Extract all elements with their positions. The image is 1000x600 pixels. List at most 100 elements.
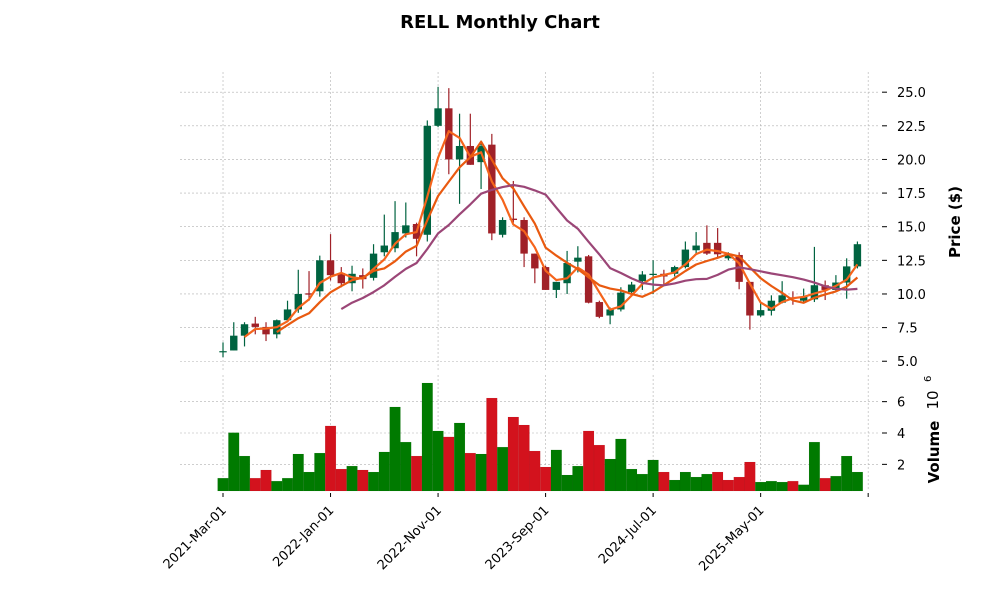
volume-bar [647,459,659,492]
volume-tick-label: 4 [897,427,905,442]
volume-bar [668,479,681,492]
candle-body [638,274,647,282]
volume-bar [722,479,735,492]
volume-bar [765,480,778,492]
volume-bar [389,406,401,492]
candle-body [649,273,657,275]
volume-bar [744,461,756,492]
candle-body [531,253,539,269]
volume-bar [281,477,294,492]
candle-up [294,269,302,313]
candle-down [262,322,270,342]
volume-bar [572,465,584,492]
candle-body [574,257,582,262]
volume-bar [410,455,423,492]
x-tick-label: 2025-May-01 [696,503,767,574]
candle-body [520,219,528,254]
candle-body [455,145,464,160]
price-tick-label: 22.5 [897,120,926,135]
volume-bar [604,458,616,492]
volume-bar [464,452,476,492]
price-tick-label: 7.5 [897,322,918,337]
candle-body [541,267,550,290]
candle-body [627,284,636,292]
volume-bar [798,484,810,492]
candle-body [509,218,518,220]
candle-down [584,254,593,304]
volume-bar [324,425,337,492]
candle-body [294,293,302,310]
volume-bar [701,473,713,492]
candle-body [283,309,292,321]
candle-body [853,244,862,267]
candle-down [713,228,722,259]
exponent-power: 6 [923,376,934,382]
volume-bar [260,469,272,492]
candle-up [552,281,561,299]
x-tick-label: 2022-Nov-01 [375,503,445,573]
volume-bar [346,465,358,492]
x-tick-label: 2024-Jul-01 [596,503,660,567]
candle-down [746,281,754,330]
volume-bar [335,468,347,492]
candle-body [617,292,625,310]
candle-body [434,108,442,126]
volume-bar [357,469,369,492]
volume-bar [475,453,487,492]
price-tick-label: 20.0 [897,153,926,168]
candle-body [337,273,345,284]
candle-up [434,86,442,128]
volume-bar [443,436,455,492]
x-tick-label: 2023-Sep-01 [483,503,553,573]
candle-up [240,322,249,347]
candle-body [305,293,313,295]
volume-bar [550,449,562,492]
candle-up [455,113,464,204]
candle-up [563,250,571,294]
candle-body [821,285,829,290]
candle-body [842,266,851,283]
ma6-line [276,140,859,334]
volume-bar [819,477,831,492]
volume-bar [615,438,627,492]
volume-bar [636,473,648,492]
price-tick-label: 10.0 [897,288,926,303]
candle-body [595,302,604,317]
volume-bar [453,422,466,492]
candle-up [799,288,808,303]
candle-body [230,335,238,351]
volume-bar [690,476,702,492]
volume-bar [733,476,745,492]
price-tick-label: 5.0 [897,355,918,370]
x-tick-label: 2022-Jan-01 [270,503,337,570]
chart-title: RELL Monthly Chart [400,12,600,33]
volume-bar [314,452,326,492]
candle-body [380,245,389,253]
volume-axis-label: Volume [925,421,943,484]
candle-up [756,303,765,317]
volume-bar [400,441,412,492]
volume-scale-exponent: 10 6 [923,376,942,410]
price-tick-label: 12.5 [897,254,926,269]
candle-body [692,245,700,251]
volume-bar [486,397,498,492]
candle-body [799,296,808,301]
volume-bar [529,450,541,492]
volume-bar [303,471,315,492]
candle-body [498,219,507,235]
volume-bar [776,481,788,492]
candle-up [380,214,389,257]
candle-down [251,316,259,335]
candle-down [531,253,539,284]
candle-body [746,281,754,316]
candle-up [283,300,292,323]
price-tick-label: 15.0 [897,221,926,236]
ma12-line [340,183,858,311]
volume-bar [432,430,444,492]
volume-bar [228,432,240,492]
volume-panel [217,382,864,492]
ma3-line [243,130,859,338]
volume-bar [367,471,380,492]
volume-bar [787,480,799,492]
